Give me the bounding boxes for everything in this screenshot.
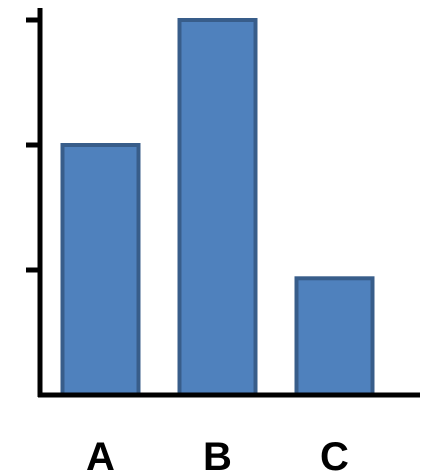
x-tick-label-c: C — [320, 435, 349, 476]
x-tick-label-a: A — [86, 435, 115, 476]
x-tick-labels: A B C — [86, 435, 349, 476]
bar-c — [294, 276, 375, 397]
bar-a — [60, 143, 141, 397]
bar-b — [177, 18, 258, 397]
x-tick-label-b: B — [203, 435, 232, 476]
bars-group — [60, 18, 375, 397]
axes-group — [26, 8, 420, 398]
